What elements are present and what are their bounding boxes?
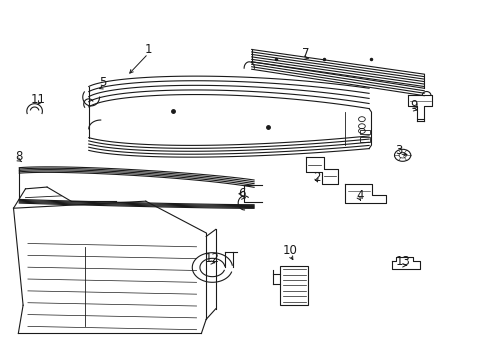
Text: 9: 9: [409, 99, 417, 112]
Text: 5: 5: [99, 76, 106, 90]
Text: 3: 3: [395, 144, 402, 157]
Text: 1: 1: [144, 43, 152, 56]
Bar: [359, 137, 369, 141]
Text: 12: 12: [204, 252, 219, 265]
Bar: [280, 266, 307, 305]
Text: 8: 8: [16, 149, 23, 162]
Bar: [359, 130, 369, 135]
Text: 7: 7: [302, 47, 309, 60]
Text: 4: 4: [356, 189, 364, 202]
Text: 13: 13: [395, 255, 410, 267]
Text: 2: 2: [313, 171, 321, 184]
Text: 10: 10: [282, 244, 297, 257]
Text: 6: 6: [238, 187, 245, 200]
Text: 11: 11: [31, 93, 46, 106]
